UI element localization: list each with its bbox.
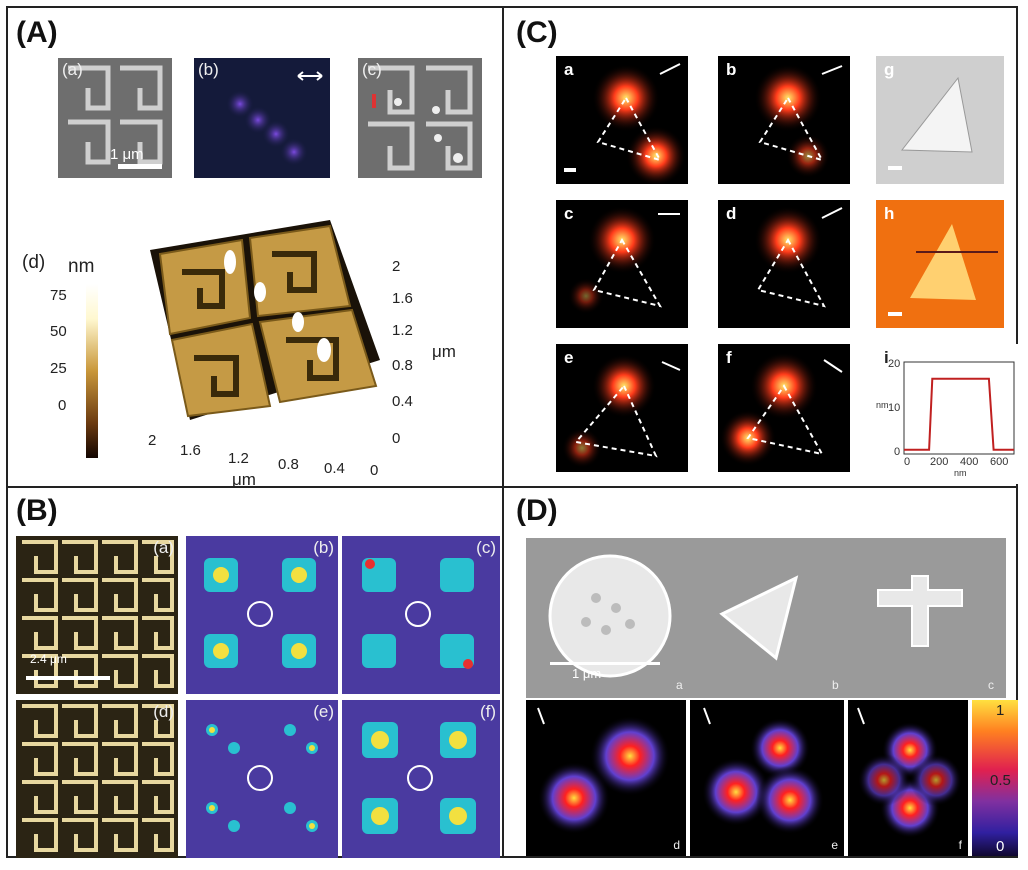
panel-a-sub-d: (d)	[22, 252, 46, 273]
panel-d-colorbar	[972, 700, 1018, 856]
profile-ylabel: nm	[876, 400, 889, 410]
panel-a-colorbar	[86, 284, 98, 458]
panel-b-sub-f: (f)	[479, 702, 496, 721]
panel-c-image-d: d	[718, 200, 850, 328]
z-unit: μm	[432, 342, 456, 361]
panel-c-sub-c: c	[564, 204, 574, 223]
profile-xlabel: nm	[954, 468, 967, 478]
panel-d-field-f: f	[848, 700, 968, 856]
d-cb-tick-0: 0	[996, 838, 1005, 855]
panel-d-label: (D)	[516, 494, 558, 527]
cb-tick-50: 50	[50, 323, 67, 340]
panel-d-field-d: d	[526, 700, 686, 856]
panel-a-sem-image: (a) 1 μm	[58, 58, 172, 178]
cb-tick-25: 25	[50, 360, 67, 377]
panel-a-sem-particles-image: (c)	[358, 58, 482, 178]
profile-line	[904, 377, 1014, 451]
panel-a-colorbar-unit: nm	[68, 256, 95, 277]
panel-c-image-c: c	[556, 200, 688, 328]
x-unit: μm	[232, 470, 256, 489]
cb-tick-0: 0	[58, 397, 67, 414]
x-tick-1: 1.6	[180, 442, 201, 459]
profile-ytick-0: 0	[894, 446, 901, 458]
profile-xtick-400: 400	[960, 456, 979, 468]
z-tick-1: 1.6	[392, 290, 413, 307]
x-tick-4: 0.4	[324, 460, 345, 477]
panel-c-sub-e: e	[564, 348, 574, 367]
panel-b-field-b: (b)	[186, 536, 338, 694]
panel-c-profile-plot: i 20 10 0 nm 0 200 400 600 nm	[876, 344, 1018, 484]
panel-b-sub-d: (d)	[153, 702, 174, 721]
panel-b-sub-c: (c)	[476, 538, 496, 557]
panel-d-scalebar-label: 1 μm	[572, 666, 602, 681]
divider-horizontal	[6, 486, 1018, 488]
panel-b-sem-a: (a) 2.4 μm	[16, 536, 178, 694]
panel-a-sub-c: (c)	[362, 60, 382, 79]
z-tick-2: 1.2	[392, 322, 413, 339]
panel-c-sub-d: d	[726, 204, 737, 223]
x-tick-2: 1.2	[228, 450, 249, 467]
d-cb-tick-05: 0.5	[990, 772, 1011, 789]
z-tick-5: 0	[392, 430, 401, 447]
panel-b-scalebar-label: 2.4 μm	[30, 652, 67, 666]
x-tick-0: 2	[148, 432, 157, 449]
profile-ytick-10: 10	[888, 402, 901, 414]
panel-c-image-g: g	[876, 56, 1004, 184]
x-tick-3: 0.8	[278, 456, 299, 473]
panel-d-field-e: e	[690, 700, 844, 856]
panel-c-sub-h: h	[884, 204, 895, 223]
panel-a-fluorescence-image: (b)	[194, 58, 330, 178]
z-tick-3: 0.8	[392, 357, 413, 374]
panel-c-sub-a: a	[564, 60, 574, 79]
panel-d-sub-d: d	[673, 838, 680, 852]
panel-d-sub-f: f	[958, 838, 962, 852]
panel-c-label: (C)	[516, 16, 558, 49]
panel-b-sub-a: (a)	[153, 538, 174, 557]
panel-b-field-f: (f)	[342, 700, 500, 858]
panel-c-image-f: f	[718, 344, 850, 472]
panel-c-sub-f: f	[726, 348, 732, 367]
panel-b-sem-d: (d)	[16, 700, 178, 858]
panel-b-sub-e: (e)	[313, 702, 334, 721]
d-cb-tick-1: 1	[996, 702, 1005, 719]
cb-tick-75: 75	[50, 287, 67, 304]
panel-b-sub-b: (b)	[313, 538, 334, 557]
panel-b-field-e: (e)	[186, 700, 338, 858]
panel-d-sem-row: 1 μm a b c	[526, 538, 1006, 698]
profile-xtick-600: 600	[990, 456, 1009, 468]
panel-c-sub-b: b	[726, 60, 737, 79]
panel-b-field-c: (c)	[342, 536, 500, 694]
panel-c-image-h: h	[876, 200, 1004, 328]
panel-a-afm-3d	[130, 210, 390, 450]
panel-c-image-e: e	[556, 344, 688, 472]
panel-a-sub-a: (a)	[62, 60, 83, 79]
z-tick-0: 2	[392, 258, 401, 275]
panel-a-sub-b: (b)	[198, 60, 219, 79]
panel-a-label: (A)	[16, 16, 58, 49]
panel-c-sub-i: i	[884, 348, 889, 367]
x-tick-5: 0	[370, 462, 379, 479]
z-tick-4: 0.4	[392, 393, 413, 410]
panel-b-label: (B)	[16, 494, 58, 527]
panel-c-sub-g: g	[884, 60, 895, 79]
panel-d-sub-c: c	[988, 678, 994, 692]
panel-d-sub-a: a	[676, 678, 683, 692]
panel-c-image-b: b	[718, 56, 850, 184]
profile-ytick-20: 20	[888, 358, 901, 370]
panel-d-sub-b: b	[832, 678, 839, 692]
profile-xtick-200: 200	[930, 456, 949, 468]
panel-c-image-a: a	[556, 56, 688, 184]
profile-xtick-0: 0	[904, 456, 911, 468]
divider-vertical	[502, 6, 504, 858]
panel-a-scalebar-label: 1 μm	[110, 146, 144, 163]
panel-d-sub-e: e	[831, 838, 838, 852]
